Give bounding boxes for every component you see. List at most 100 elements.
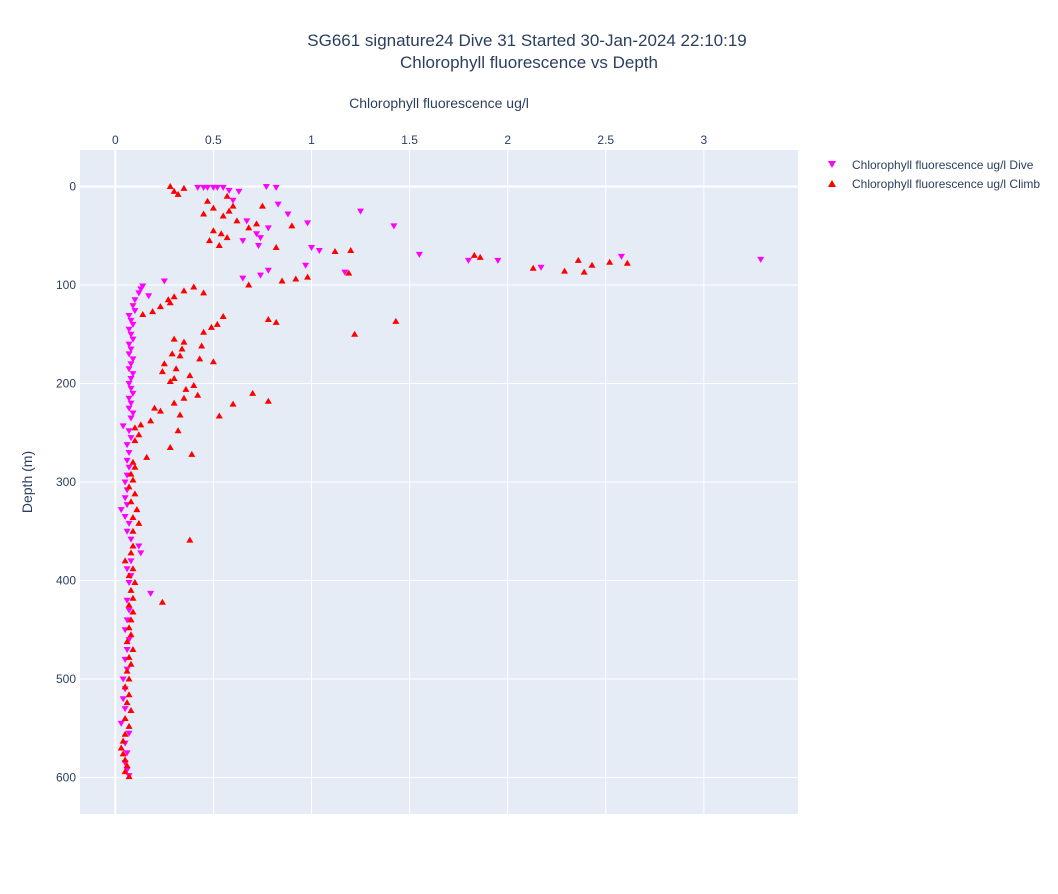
dive-point bbox=[204, 184, 212, 191]
climb-point bbox=[272, 244, 280, 251]
climb-point bbox=[292, 275, 300, 282]
dive-point bbox=[121, 513, 129, 520]
climb-point bbox=[223, 234, 231, 241]
dive-point bbox=[127, 346, 135, 353]
climb-point bbox=[172, 365, 180, 372]
climb-point bbox=[470, 251, 478, 258]
climb-point bbox=[131, 578, 139, 585]
climb-point bbox=[180, 394, 188, 401]
dive-point bbox=[239, 275, 247, 282]
dive-point bbox=[125, 395, 133, 402]
climb-point bbox=[209, 227, 217, 234]
chart-subtitle: Chlorophyll fluorescence vs Depth bbox=[400, 53, 658, 72]
dive-point bbox=[125, 351, 133, 358]
climb-point bbox=[264, 397, 272, 404]
climb-point bbox=[278, 277, 286, 284]
legend-item-climb[interactable]: Chlorophyll fluorescence ug/l Climb bbox=[828, 177, 1040, 191]
dive-point bbox=[123, 442, 131, 449]
triangle-down-marker-icon bbox=[828, 161, 836, 168]
climb-point bbox=[223, 192, 231, 199]
climb-point bbox=[190, 381, 198, 388]
climb-point bbox=[166, 444, 174, 451]
climb-point bbox=[127, 586, 135, 593]
dive-point bbox=[129, 390, 137, 397]
legend[interactable]: Chlorophyll fluorescence ug/l Dive Chlor… bbox=[828, 158, 1040, 191]
dive-point bbox=[213, 184, 221, 191]
climb-point bbox=[129, 527, 137, 534]
y-tick-label: 500 bbox=[56, 672, 76, 686]
dive-point bbox=[129, 371, 137, 378]
climb-point bbox=[217, 230, 225, 237]
dive-point bbox=[131, 297, 139, 304]
dive-point bbox=[243, 218, 251, 225]
climb-point bbox=[176, 352, 184, 359]
climb-point bbox=[288, 222, 296, 229]
climb-point bbox=[166, 182, 174, 189]
x-tick-label: 2 bbox=[504, 133, 511, 147]
x-tick-label: 1 bbox=[308, 133, 315, 147]
dive-point bbox=[284, 211, 292, 218]
y-tick-label: 100 bbox=[56, 278, 76, 292]
climb-point bbox=[147, 417, 155, 424]
legend-item-dive[interactable]: Chlorophyll fluorescence ug/l Dive bbox=[828, 158, 1034, 172]
climb-point bbox=[606, 258, 614, 265]
climb-point bbox=[219, 212, 227, 219]
climb-point bbox=[345, 269, 353, 276]
climb-point bbox=[127, 470, 135, 477]
climb-point bbox=[588, 261, 596, 268]
climb-point bbox=[174, 427, 182, 434]
x-axis-ticks: 0 0.5 1 1.5 2 2.5 3 bbox=[112, 133, 708, 147]
climb-point bbox=[131, 437, 139, 444]
x-tick-label: 0 bbox=[112, 133, 119, 147]
climb-point bbox=[119, 737, 127, 744]
dive-point bbox=[129, 410, 137, 417]
climb-point bbox=[129, 608, 137, 615]
climb-point bbox=[258, 202, 266, 209]
climb-point bbox=[200, 289, 208, 296]
dive-point bbox=[145, 293, 153, 300]
dive-point bbox=[390, 223, 398, 230]
dive-point bbox=[125, 341, 133, 348]
climb-point bbox=[245, 224, 253, 231]
climb-point bbox=[121, 756, 129, 763]
climb-point bbox=[121, 683, 129, 690]
climb-point bbox=[272, 318, 280, 325]
dive-point bbox=[125, 449, 133, 456]
x-tick-label: 3 bbox=[700, 133, 707, 147]
climb-point bbox=[119, 750, 127, 757]
dive-point bbox=[137, 286, 145, 293]
dive-point bbox=[127, 385, 135, 392]
dive-point bbox=[123, 646, 131, 653]
climb-point bbox=[200, 328, 208, 335]
climb-point bbox=[127, 707, 135, 714]
climb-point bbox=[253, 220, 261, 227]
climb-point bbox=[160, 360, 168, 367]
dive-point bbox=[125, 730, 133, 737]
dive-point bbox=[537, 264, 545, 271]
dive-point bbox=[123, 472, 131, 479]
climb-point bbox=[137, 421, 145, 428]
climb-point bbox=[196, 355, 204, 362]
dive-point bbox=[119, 696, 127, 703]
climb-point bbox=[127, 549, 135, 556]
climb-point bbox=[127, 498, 135, 505]
climb-point bbox=[204, 197, 212, 204]
climb-point bbox=[123, 667, 131, 674]
dive-point bbox=[307, 245, 315, 252]
dive-point bbox=[129, 321, 137, 328]
x-tick-label: 1.5 bbox=[401, 133, 418, 147]
climb-point bbox=[125, 601, 133, 608]
climb-point bbox=[178, 345, 186, 352]
dive-point bbox=[127, 400, 135, 407]
dive-point bbox=[121, 479, 129, 486]
climb-point bbox=[131, 463, 139, 470]
climb-point bbox=[180, 184, 188, 191]
climb-point bbox=[125, 722, 133, 729]
climb-point bbox=[304, 273, 312, 280]
climb-point bbox=[125, 653, 133, 660]
climb-point bbox=[198, 342, 206, 349]
climb-point bbox=[158, 368, 166, 375]
dive-point bbox=[123, 566, 131, 573]
dive-point bbox=[274, 201, 282, 208]
climb-point bbox=[129, 542, 137, 549]
